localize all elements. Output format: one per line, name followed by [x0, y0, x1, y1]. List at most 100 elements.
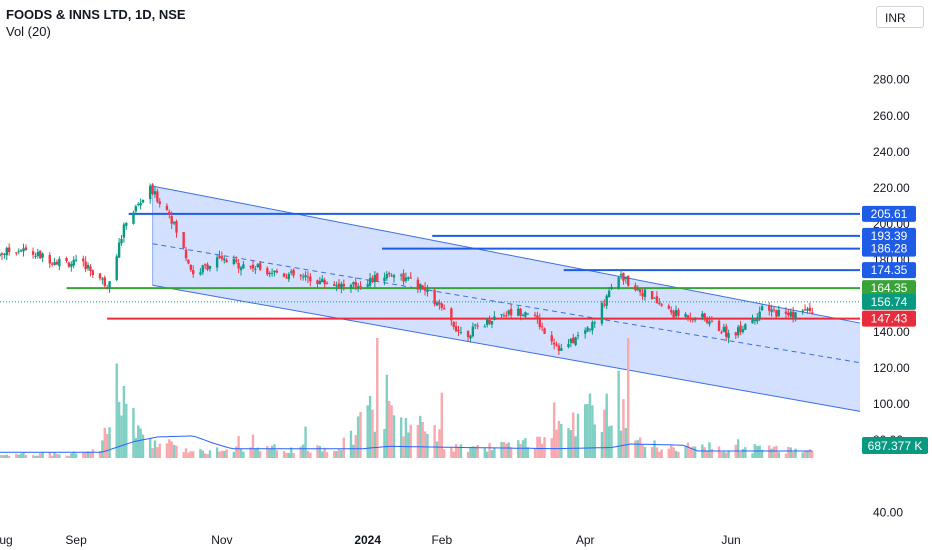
currency-button[interactable]: INR: [876, 6, 924, 28]
price-tag-205.61-text: 205.61: [871, 207, 908, 221]
candle-body: [591, 322, 594, 331]
volume-bar: [22, 452, 25, 458]
volume-bar: [184, 448, 188, 458]
candle-body: [301, 276, 305, 278]
candle-body: [739, 325, 742, 333]
volume-bar: [591, 405, 594, 458]
volume-bar: [299, 446, 302, 458]
candle-body: [691, 319, 694, 321]
volume-bar: [125, 403, 128, 458]
volume-bar: [421, 422, 424, 458]
volume-bar: [148, 438, 152, 458]
volume-bar: [19, 453, 23, 458]
volume-bar: [3, 455, 6, 458]
candle-body: [538, 318, 541, 328]
candle-body: [165, 205, 169, 211]
volume-bar: [156, 447, 159, 458]
candle-body: [540, 326, 544, 328]
candle-body: [638, 289, 642, 293]
candle-body: [148, 185, 152, 199]
candle-body: [736, 327, 740, 336]
volume-bar: [736, 439, 740, 458]
volume-bar: [677, 451, 680, 458]
volume-bar: [34, 455, 37, 458]
volume-bar: [607, 426, 611, 458]
candle-body: [770, 309, 773, 313]
volume-bar: [717, 446, 721, 458]
volume-bar: [292, 452, 295, 458]
candle-body: [586, 327, 589, 332]
candle-body: [19, 250, 23, 252]
candle-body: [471, 326, 475, 337]
volume-bar: [751, 453, 754, 458]
candle-body: [3, 253, 6, 255]
volume-bar: [569, 430, 573, 458]
symbol-title: FOODS & INNS LTD, 1D, NSE: [6, 7, 186, 22]
volume-bar: [306, 450, 310, 458]
parallel-channel[interactable]: [152, 185, 861, 412]
candle-body: [703, 313, 706, 320]
candle-body: [409, 277, 412, 279]
candle-body: [340, 283, 343, 289]
candle-body: [24, 247, 28, 251]
volume-bar: [48, 452, 52, 458]
candle-body: [373, 275, 377, 283]
candle-body: [58, 258, 61, 267]
channel-fill: [152, 186, 861, 412]
candle-body: [48, 255, 52, 264]
candle-body: [53, 262, 56, 265]
candle-body: [356, 286, 360, 289]
candle-body: [175, 221, 178, 233]
volume-bar: [801, 452, 804, 458]
volume-bar: [670, 445, 673, 458]
candle-body: [433, 289, 436, 305]
volume-bar: [215, 447, 219, 458]
candle-body: [115, 256, 118, 280]
candle-body: [459, 332, 463, 334]
candle-body: [41, 253, 44, 258]
price-tag-205.61: 205.61: [862, 205, 916, 222]
x-tick-label: Aug: [0, 533, 13, 547]
last-price-tag: 156.74: [862, 293, 916, 310]
volume-bar: [433, 425, 436, 458]
volume-bar: [323, 447, 326, 458]
y-tick-label: 120.00: [873, 361, 910, 375]
volume-bar: [808, 449, 812, 458]
volume-bar: [237, 436, 240, 458]
candle-body: [91, 270, 95, 275]
volume-bar: [466, 451, 470, 458]
volume-bar: [117, 401, 121, 458]
volume-bar: [337, 448, 341, 458]
volume-bar: [576, 413, 580, 458]
volume-bar: [655, 447, 659, 458]
volume-bar: [552, 402, 556, 458]
candle-body: [402, 273, 405, 282]
volume-bar: [340, 449, 343, 458]
candle-body: [31, 251, 35, 255]
channel-upper-line: [152, 185, 861, 324]
volume-bar: [354, 435, 357, 458]
candle-body: [192, 269, 195, 275]
candle-body: [371, 277, 374, 283]
volume-bar: [440, 392, 443, 458]
candle-body: [170, 216, 173, 224]
candle-body: [132, 212, 135, 224]
candle-body: [184, 249, 188, 259]
volume-bar: [574, 436, 577, 458]
volume-bar: [543, 437, 546, 458]
volume-bar: [469, 447, 472, 458]
candle-body: [103, 277, 106, 286]
candle-body: [239, 267, 243, 271]
volume-bar: [756, 445, 759, 458]
candle-body: [466, 330, 470, 338]
volume-bar: [239, 448, 243, 458]
volume-bar: [170, 441, 173, 458]
price-tag-147.43-bg: [862, 310, 916, 327]
candle-body: [701, 313, 704, 318]
candle-body: [206, 264, 209, 270]
volume-bar: [82, 452, 85, 458]
y-tick-label: 280.00: [873, 73, 910, 87]
candle-body: [803, 309, 807, 311]
candle-body: [543, 328, 546, 334]
